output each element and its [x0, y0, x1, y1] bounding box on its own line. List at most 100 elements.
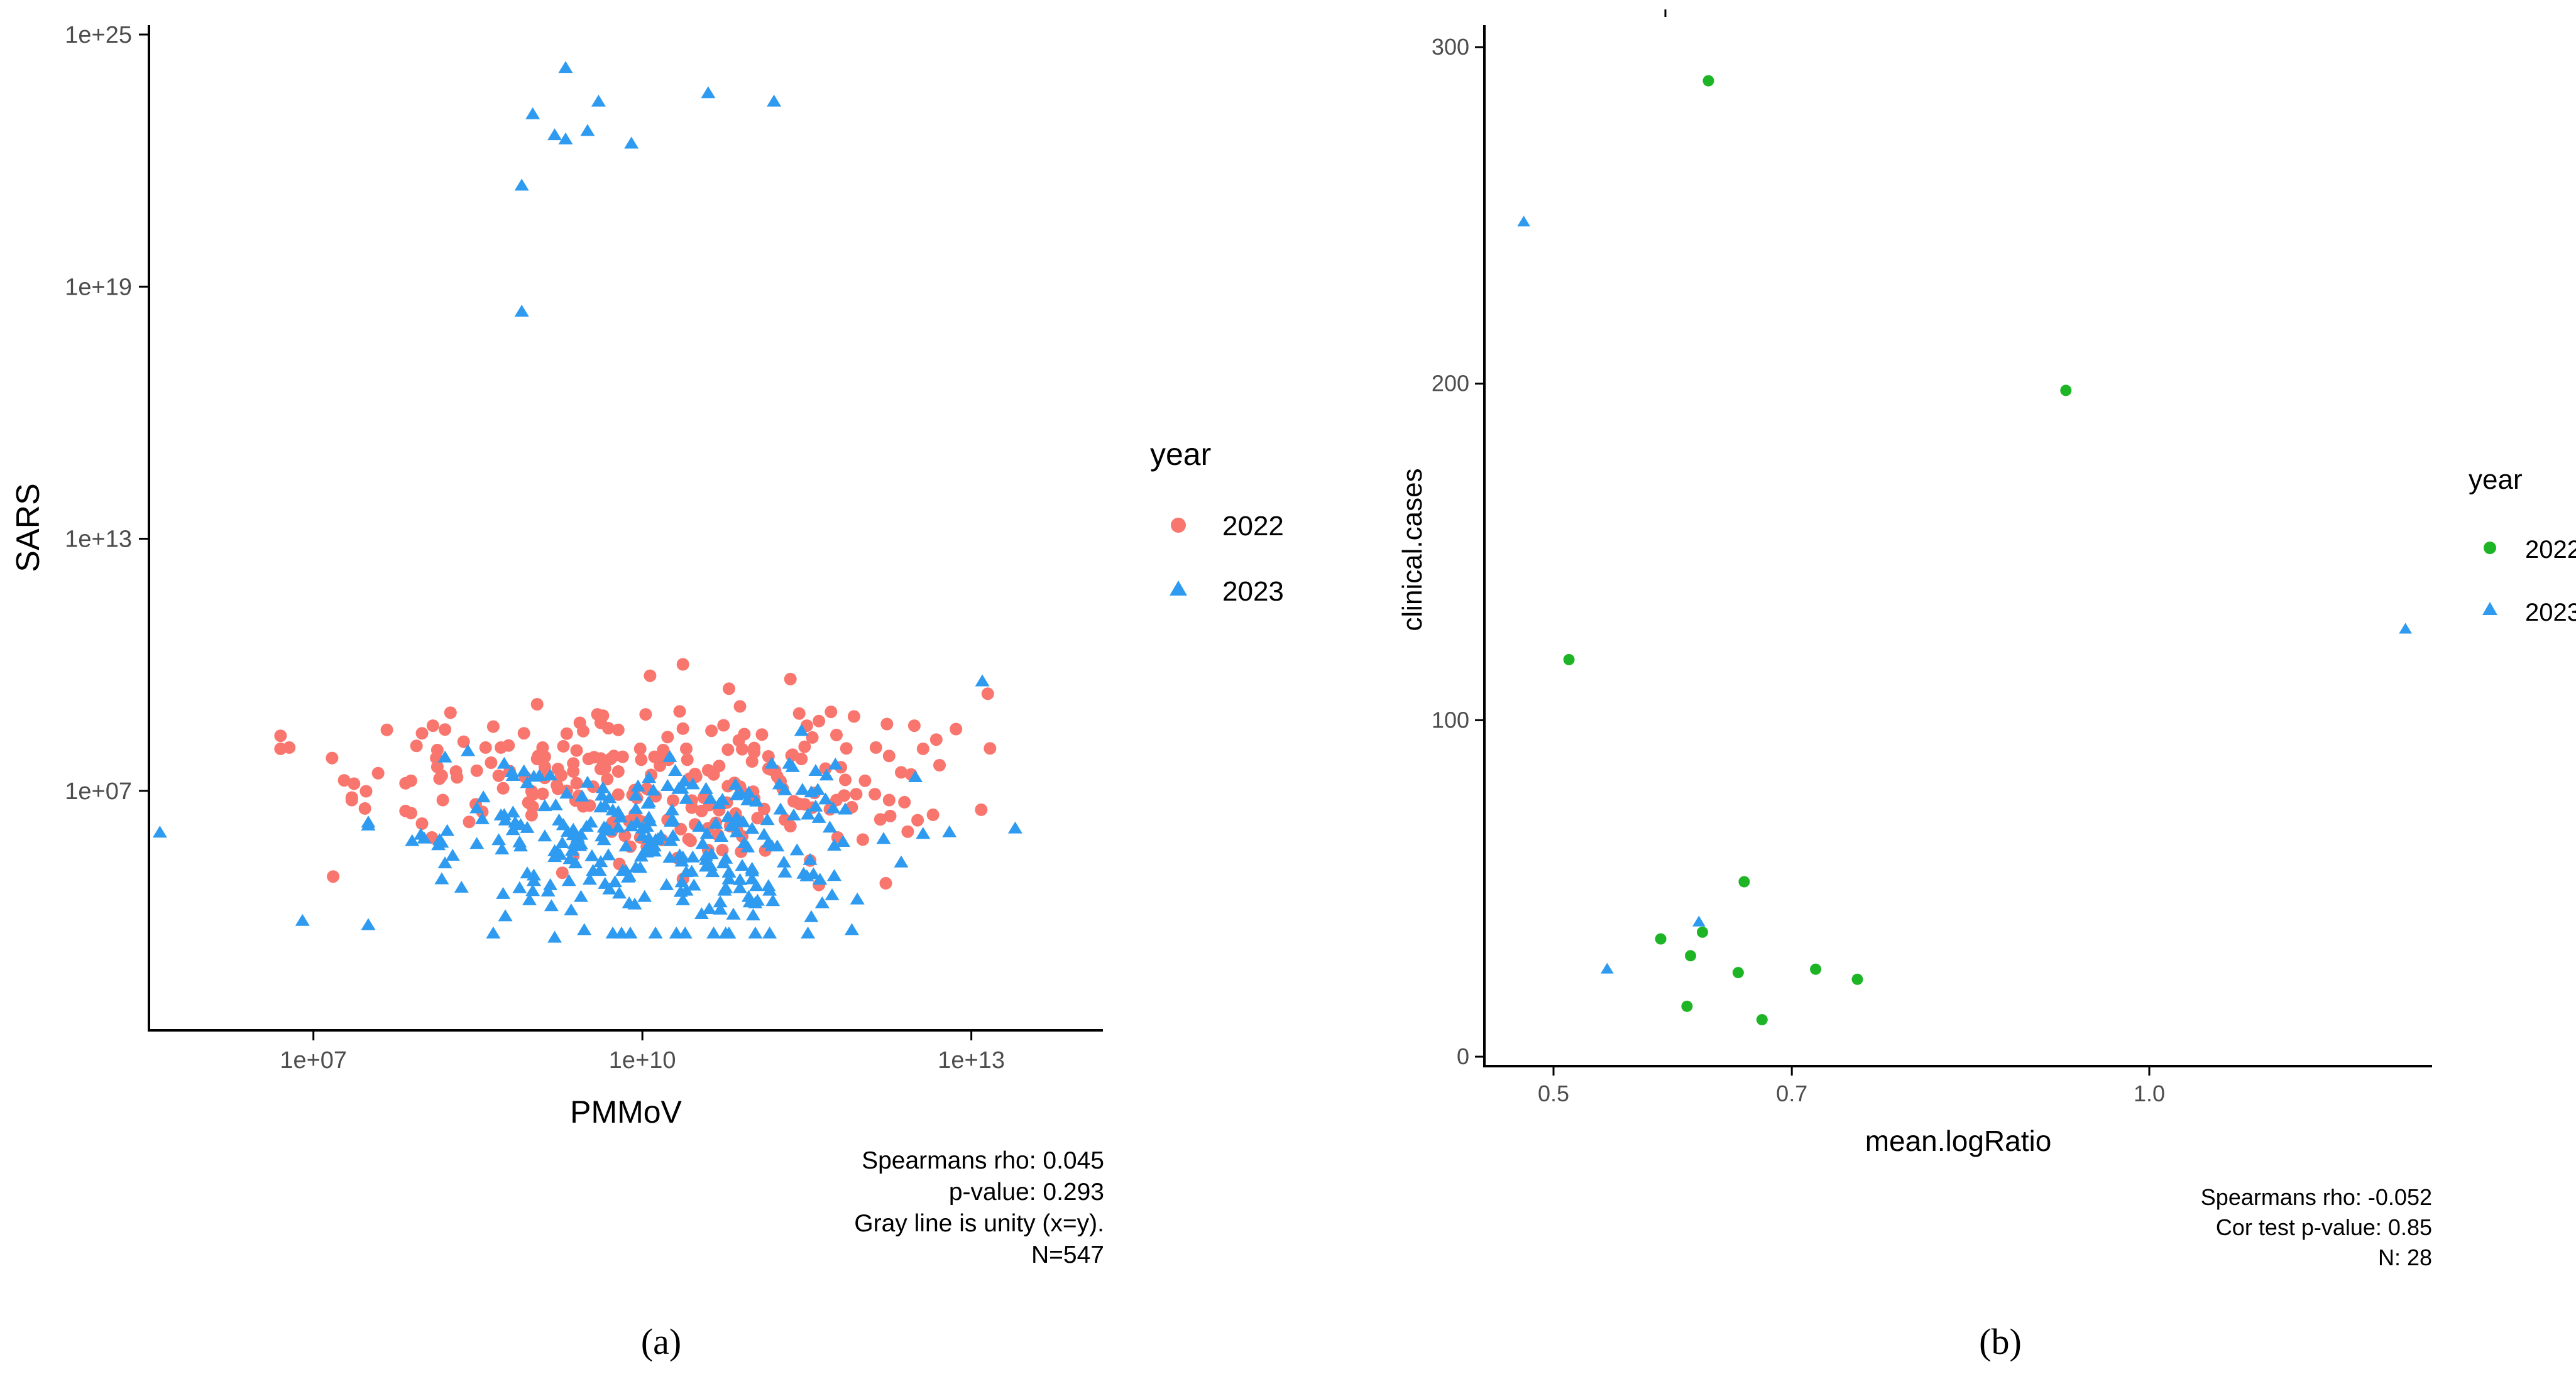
panel-a-point-2023-138	[628, 802, 644, 814]
panel-b-point-2023-3	[1601, 962, 1614, 974]
panel-b-x-tick-label-1: 0.7	[1776, 1081, 1807, 1106]
panel-a-legend-title: year	[1150, 437, 1211, 472]
panel-a-point-2023-143	[517, 764, 532, 777]
panel-b: 0.5 0.7 1.0 0 100 200 300 mean.logRatio clini…	[1397, 9, 2576, 1362]
panel-a-point-2023-178	[718, 851, 733, 864]
panel-a-point-2023-45	[642, 771, 657, 783]
panel-a-point-2022-67	[430, 760, 444, 773]
panel-a-point-2022-220	[588, 751, 601, 764]
panel-a-point-2023-240	[561, 824, 575, 837]
panel-a-point-2022-104	[530, 698, 544, 711]
panel-a-point-2023-33	[714, 830, 729, 842]
panel-a-point-2022-158	[495, 741, 508, 754]
panel-a-point-2023-265	[556, 818, 571, 831]
panel-a-point-2023-107	[717, 883, 732, 896]
panel-a-point-2022-118	[470, 764, 483, 777]
panel-a-point-2023-227	[741, 785, 756, 798]
panel-a-point-2023-257	[505, 765, 519, 777]
panel-a-point-2023-249	[602, 882, 617, 895]
panel-a-point-2022-100	[784, 672, 797, 685]
panel-a-point-2022-146	[337, 774, 351, 787]
panel-a-point-2022-134	[538, 760, 551, 773]
panel-a-point-2023-163	[808, 799, 823, 812]
panel-a-point-2023-189	[582, 873, 597, 885]
panel-a-point-2022-45	[673, 705, 686, 718]
panel-a-point-2022-148	[806, 731, 819, 744]
panel-a-point-2023-180	[836, 835, 850, 847]
panel-b-y-tick-label-3: 300	[1432, 34, 1469, 60]
panel-a-point-2023-292	[718, 926, 733, 939]
panel-a-point-2022-193	[485, 756, 498, 769]
panel-a-point-2023-251	[637, 890, 652, 902]
panel-a-point-2022-28	[880, 717, 894, 731]
panel-a-point-2023-289	[595, 829, 610, 842]
panel-a-point-2022-126	[538, 750, 551, 763]
panel-a-point-2023-80	[476, 790, 491, 803]
panel-a-point-2022-99	[784, 820, 797, 832]
panel-a-point-2023-293	[825, 888, 840, 900]
panel-a-point-2022-204	[326, 751, 339, 765]
panel-b-point-2022-3	[1738, 876, 1750, 888]
panel-a-point-2022-157	[577, 800, 589, 813]
panel-a-point-2023-78	[692, 819, 707, 832]
panel-a-point-2022-233	[604, 753, 617, 765]
panel-a-point-2023-204	[555, 836, 570, 848]
panel-a-point-2023-268	[733, 873, 747, 885]
panel-a-point-2023-185	[520, 776, 535, 788]
panel-a-point-2023-194	[745, 908, 760, 920]
panel-a-point-2022-246	[840, 742, 853, 755]
panel-a-legend-key-2023	[1170, 580, 1187, 596]
panel-a-point-2022-124	[551, 782, 564, 795]
panel-a-point-2023-79	[674, 854, 689, 867]
panel-a-point-2023-238	[676, 893, 691, 905]
panel-a-point-2023-282	[505, 805, 520, 818]
panel-a-point-2023-16	[514, 305, 529, 317]
panel-a-y-ticks: 1e+07 1e+13 1e+19 1e+25	[65, 22, 149, 805]
panel-a-point-2023-181	[639, 819, 654, 832]
panel-a-point-2022-109	[415, 817, 429, 830]
panel-a-point-2023-279	[564, 903, 579, 915]
panel-a-point-2022-81	[399, 777, 412, 790]
panel-a-point-2023-262	[764, 756, 779, 769]
panel-a-point-2023-113	[608, 875, 623, 888]
panel-a-point-2022-182	[570, 777, 583, 790]
panel-a-point-2023-7	[525, 107, 540, 119]
panel-a-point-2023-39	[808, 764, 823, 776]
panel-a-point-2023-210	[595, 781, 610, 793]
panel-b-stat-pvalue: Cor test p-value: 0.85	[2216, 1214, 2432, 1240]
panel-b-points	[1517, 75, 2412, 1026]
panel-a-point-2023-205	[621, 870, 635, 883]
panel-a-point-2023-148	[642, 810, 657, 823]
panel-a-point-2022-208	[611, 788, 625, 801]
panel-a-point-2023-130	[437, 856, 452, 869]
panel-a-point-2022-135	[348, 777, 361, 790]
panel-a-point-2022-80	[858, 774, 872, 787]
panel-a-point-2023-230	[642, 831, 657, 843]
panel-a-point-2023-270	[685, 850, 700, 863]
panel-a-point-2023-69	[789, 843, 804, 856]
panel-a-point-2023-134	[838, 802, 853, 815]
panel-a-point-2023-57	[486, 926, 501, 939]
panel-a-point-2022-37	[882, 793, 896, 807]
panel-a-point-2023-264	[493, 808, 508, 820]
panel-a-point-2023-201	[654, 829, 669, 841]
panel-a-legend-key-2022	[1171, 518, 1186, 533]
panel-a-point-2022-140	[463, 815, 476, 829]
panel-a-point-2023-285	[520, 820, 535, 833]
panel-a-point-2022-51	[633, 742, 647, 755]
panel-a-point-2023-206	[627, 897, 642, 910]
panel-a-point-2023-232	[673, 885, 688, 897]
panel-a-point-2023-164	[726, 907, 741, 920]
panel-a-point-2022-9	[644, 669, 657, 682]
panel-a-point-2023-179	[601, 848, 616, 861]
panel-b-x-tick-label-2: 1.0	[2134, 1081, 2165, 1106]
panel-a-point-2022-17	[847, 710, 860, 723]
panel-a-point-2023-20	[646, 783, 661, 796]
panel-a-point-2022-170	[602, 722, 615, 735]
panel-b-y-tick-label-0: 0	[1457, 1044, 1469, 1069]
panel-a-point-2022-147	[901, 825, 914, 838]
panel-a-y-tick-label-1: 1e+13	[65, 526, 132, 553]
panel-a-point-2022-236	[551, 763, 564, 775]
